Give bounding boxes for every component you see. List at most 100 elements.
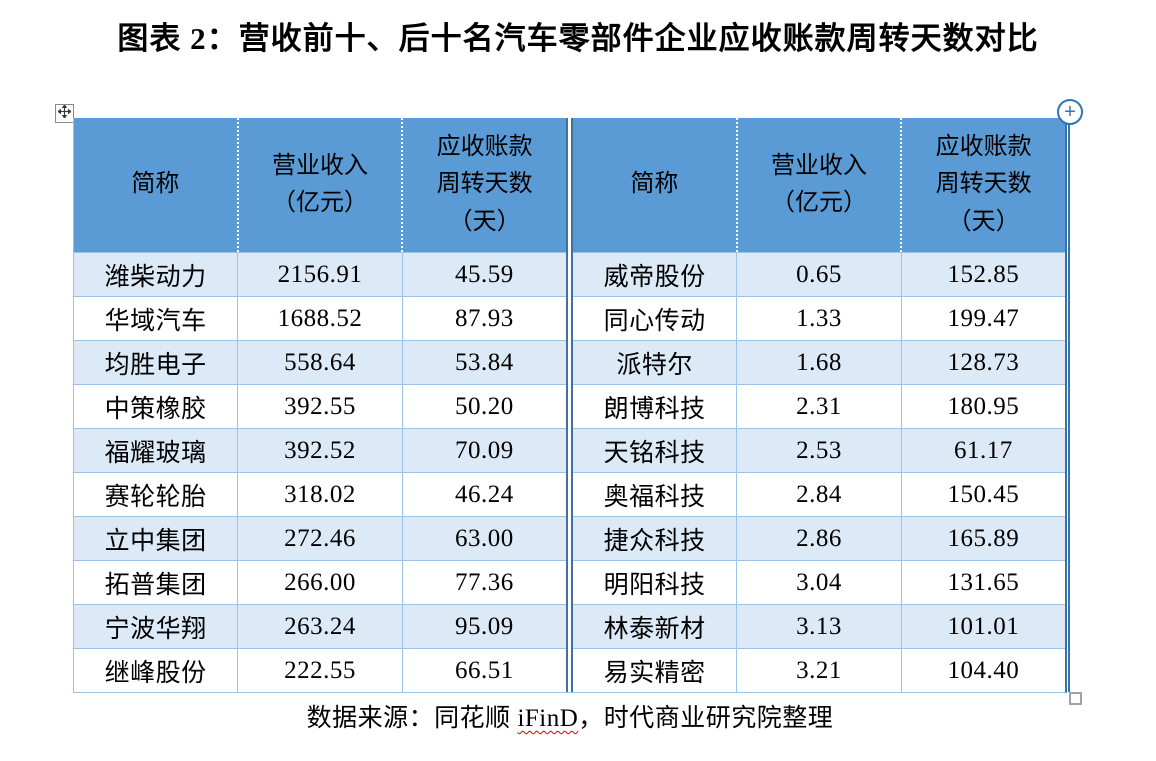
insert-marker-line xyxy=(1068,120,1071,692)
bottom10-revenue-section: 简称 营业收入 （亿元） 应收账款 周转天数 （天） 威帝股份 0.65 152.8… xyxy=(573,118,1065,692)
column-header-turnover: 应收账款 周转天数 （天） xyxy=(900,118,1065,252)
top10-revenue-section: 简称 营业收入 （亿元） 应收账款 周转天数 （天） 潍柴动力 2156.91 45… xyxy=(74,118,566,692)
turnover-days-cell: 165.89 xyxy=(900,516,1065,560)
revenue-cell: 2.84 xyxy=(736,472,901,516)
turnover-days-cell: 46.24 xyxy=(401,472,566,516)
insert-column-button[interactable]: + xyxy=(1057,99,1083,125)
table-row: 立中集团 272.46 63.00 xyxy=(74,516,566,560)
table-move-handle[interactable] xyxy=(55,103,74,123)
turnover-days-cell: 104.40 xyxy=(900,648,1065,692)
turnover-days-cell: 66.51 xyxy=(401,648,566,692)
bottom10-table-body: 威帝股份 0.65 152.85 同心传动 1.33 199.47 派特尔 1.68 128.7… xyxy=(573,252,1065,692)
revenue-cell: 558.64 xyxy=(237,340,402,384)
turnover-days-cell: 101.01 xyxy=(900,604,1065,648)
table-row: 继峰股份 222.55 66.51 xyxy=(74,648,566,692)
turnover-days-cell: 87.93 xyxy=(401,296,566,340)
revenue-cell: 2.86 xyxy=(736,516,901,560)
table-row: 华域汽车 1688.52 87.93 xyxy=(74,296,566,340)
table-row: 天铭科技 2.53 61.17 xyxy=(573,428,1065,472)
turnover-days-cell: 53.84 xyxy=(401,340,566,384)
table-row: 潍柴动力 2156.91 45.59 xyxy=(74,252,566,296)
spellcheck-flagged-word: iFinD xyxy=(517,705,579,732)
company-name-cell: 继峰股份 xyxy=(74,648,238,692)
column-header-revenue: 营业收入 （亿元） xyxy=(735,118,901,252)
table-row: 同心传动 1.33 199.47 xyxy=(573,296,1065,340)
turnover-days-cell: 63.00 xyxy=(401,516,566,560)
revenue-cell: 3.13 xyxy=(736,604,901,648)
comparison-table: 简称 营业收入 （亿元） 应收账款 周转天数 （天） 潍柴动力 2156.91 45… xyxy=(73,118,1067,693)
figure-title: 图表 2：营收前十、后十名汽车零部件企业应收账款周转天数对比 xyxy=(117,21,1039,56)
turnover-days-cell: 180.95 xyxy=(900,384,1065,428)
table-header-row: 简称 营业收入 （亿元） 应收账款 周转天数 （天） xyxy=(74,118,566,252)
company-name-cell: 宁波华翔 xyxy=(74,604,238,648)
revenue-cell: 2.53 xyxy=(736,428,901,472)
turnover-days-cell: 128.73 xyxy=(900,340,1065,384)
turnover-days-cell: 50.20 xyxy=(401,384,566,428)
revenue-cell: 392.55 xyxy=(237,384,402,428)
company-name-cell: 捷众科技 xyxy=(573,516,737,560)
table-row: 均胜电子 558.64 53.84 xyxy=(74,340,566,384)
table-row: 赛轮轮胎 318.02 46.24 xyxy=(74,472,566,516)
table-header-row: 简称 营业收入 （亿元） 应收账款 周转天数 （天） xyxy=(573,118,1065,252)
revenue-cell: 1.68 xyxy=(736,340,901,384)
revenue-cell: 222.55 xyxy=(237,648,402,692)
turnover-days-cell: 152.85 xyxy=(900,252,1065,296)
company-name-cell: 中策橡胶 xyxy=(74,384,238,428)
revenue-cell: 3.21 xyxy=(736,648,901,692)
table-middle-divider xyxy=(566,118,573,692)
company-name-cell: 潍柴动力 xyxy=(74,252,238,296)
revenue-cell: 263.24 xyxy=(237,604,402,648)
table-row: 福耀玻璃 392.52 70.09 xyxy=(74,428,566,472)
revenue-cell: 272.46 xyxy=(237,516,402,560)
company-name-cell: 同心传动 xyxy=(573,296,737,340)
table-row: 威帝股份 0.65 152.85 xyxy=(573,252,1065,296)
company-name-cell: 立中集团 xyxy=(74,516,238,560)
company-name-cell: 拓普集团 xyxy=(74,560,238,604)
top10-table-body: 潍柴动力 2156.91 45.59 华域汽车 1688.52 87.93 均胜电子 558.… xyxy=(74,252,566,692)
column-header-name: 简称 xyxy=(131,171,180,198)
turnover-days-cell: 45.59 xyxy=(401,252,566,296)
table-row: 捷众科技 2.86 165.89 xyxy=(573,516,1065,560)
company-name-cell: 威帝股份 xyxy=(573,252,737,296)
revenue-cell: 266.00 xyxy=(237,560,402,604)
source-text: ，时代商业研究院整理 xyxy=(578,705,834,732)
turnover-days-cell: 95.09 xyxy=(401,604,566,648)
table-row: 明阳科技 3.04 131.65 xyxy=(573,560,1065,604)
move-cross-icon xyxy=(56,103,73,123)
turnover-days-cell: 77.36 xyxy=(401,560,566,604)
table-row: 林泰新材 3.13 101.01 xyxy=(573,604,1065,648)
table-row: 拓普集团 266.00 77.36 xyxy=(74,560,566,604)
table-row: 易实精密 3.21 104.40 xyxy=(573,648,1065,692)
company-name-cell: 易实精密 xyxy=(573,648,737,692)
table-row: 中策橡胶 392.55 50.20 xyxy=(74,384,566,428)
turnover-days-cell: 70.09 xyxy=(401,428,566,472)
column-header-revenue: 营业收入 （亿元） xyxy=(236,118,402,252)
table-row: 宁波华翔 263.24 95.09 xyxy=(74,604,566,648)
company-name-cell: 福耀玻璃 xyxy=(74,428,238,472)
turnover-days-cell: 150.45 xyxy=(900,472,1065,516)
data-source: 数据来源：同花顺 iFinD，时代商业研究院整理 xyxy=(73,698,1067,734)
revenue-cell: 392.52 xyxy=(237,428,402,472)
revenue-cell: 0.65 xyxy=(736,252,901,296)
source-text: 数据来源：同花顺 xyxy=(306,705,518,732)
table-row: 朗博科技 2.31 180.95 xyxy=(573,384,1065,428)
turnover-days-cell: 131.65 xyxy=(900,560,1065,604)
plus-icon: + xyxy=(1064,101,1076,123)
company-name-cell: 天铭科技 xyxy=(573,428,737,472)
revenue-cell: 1688.52 xyxy=(237,296,402,340)
revenue-cell: 2156.91 xyxy=(237,252,402,296)
turnover-days-cell: 199.47 xyxy=(900,296,1065,340)
company-name-cell: 朗博科技 xyxy=(573,384,737,428)
company-name-cell: 明阳科技 xyxy=(573,560,737,604)
revenue-cell: 1.33 xyxy=(736,296,901,340)
table-row: 奥福科技 2.84 150.45 xyxy=(573,472,1065,516)
company-name-cell: 赛轮轮胎 xyxy=(74,472,238,516)
revenue-cell: 3.04 xyxy=(736,560,901,604)
company-name-cell: 派特尔 xyxy=(573,340,737,384)
column-header-turnover: 应收账款 周转天数 （天） xyxy=(401,118,566,252)
column-header-name: 简称 xyxy=(630,171,679,198)
table-row: 派特尔 1.68 128.73 xyxy=(573,340,1065,384)
company-name-cell: 均胜电子 xyxy=(74,340,238,384)
table-resize-handle[interactable] xyxy=(1069,692,1082,705)
